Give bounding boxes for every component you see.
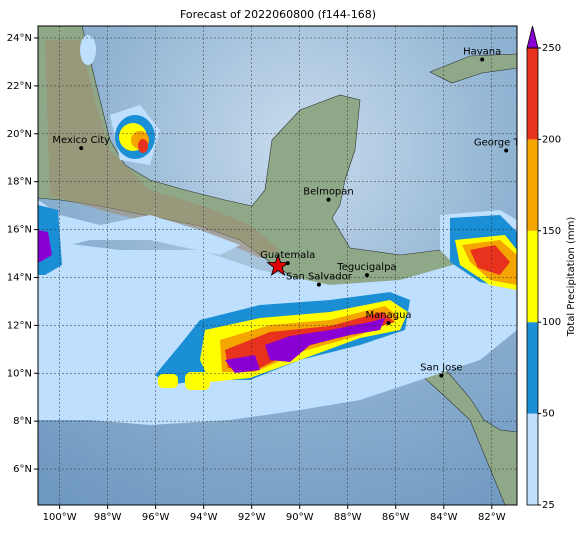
- y-tick-label: 14°N: [7, 272, 32, 283]
- y-tick-label: 10°N: [7, 368, 32, 379]
- city-label: Managua: [366, 310, 412, 321]
- map-frame: [37, 25, 518, 506]
- y-tick-label: 20°N: [7, 129, 32, 140]
- colorbar-segment: [527, 413, 538, 505]
- map-title: Forecast of 2022060800 (f144-168): [180, 8, 376, 21]
- colorbar-tick-label: 150: [542, 226, 561, 237]
- x-tick-label: 94°W: [190, 512, 218, 523]
- colorbar-segment: [527, 322, 538, 414]
- city-marker: [316, 282, 321, 287]
- x-tick-label: 92°W: [238, 512, 266, 523]
- city-marker: [439, 373, 444, 378]
- city-label: San Salvador: [286, 272, 353, 283]
- y-tick-label: 18°N: [7, 177, 32, 188]
- colorbar-tick-label: 250: [542, 43, 561, 54]
- y-tick-label: 12°N: [7, 320, 32, 331]
- map-area: Mexico City Havana George Town Belmopan Guat…: [38, 26, 539, 505]
- x-tick-label: 90°W: [286, 512, 314, 523]
- x-tick-label: 86°W: [382, 512, 410, 523]
- city-label: Belmopan: [303, 187, 353, 198]
- land: [429, 53, 517, 84]
- city-marker: [285, 261, 290, 266]
- city-label: San Jose: [420, 363, 462, 374]
- colorbar: 25 50 100 150 200 250 Total Precipitation (mm): [526, 25, 577, 511]
- colorbar-tick-label: 50: [542, 409, 555, 420]
- x-tick-label: 100°W: [43, 512, 77, 523]
- city-label: Guatemala: [260, 250, 315, 261]
- city-label: George Town: [474, 138, 539, 149]
- x-tick-label: 82°W: [478, 512, 506, 523]
- y-tick-label: 22°N: [7, 81, 32, 92]
- colorbar-label: Total Precipitation (mm): [566, 217, 577, 338]
- city-marker: [364, 273, 369, 278]
- colorbar-tick-label: 25: [542, 500, 555, 511]
- city-marker: [504, 148, 509, 153]
- axes: 100°W 98°W 96°W 94°W 92°W 90°W 88°W 86°W 84°W 82°…: [7, 33, 506, 523]
- city-label: Havana: [463, 47, 501, 58]
- y-tick-label: 16°N: [7, 225, 32, 236]
- city-marker: [79, 146, 84, 151]
- cities: Mexico City Havana George Town Belmopan Guat…: [52, 47, 539, 378]
- y-tick-label: 24°N: [7, 33, 32, 44]
- y-tick-label: 6°N: [13, 464, 32, 475]
- city-marker: [386, 320, 391, 325]
- colorbar-segment: [527, 139, 538, 231]
- colorbar-segment: [527, 48, 538, 140]
- colorbar-extend: [526, 25, 539, 49]
- x-tick-label: 98°W: [94, 512, 122, 523]
- precipitation: [38, 35, 517, 425]
- city-marker: [480, 57, 485, 62]
- colorbar-frame: [526, 47, 539, 506]
- colorbar-segment: [527, 230, 538, 323]
- colorbar-tick-label: 100: [542, 317, 561, 328]
- city-label: Mexico City: [52, 135, 110, 146]
- x-tick-label: 96°W: [142, 512, 170, 523]
- colorbar-tick-label: 200: [542, 134, 561, 145]
- y-tick-label: 8°N: [13, 416, 32, 427]
- city-label: Tegucigalpa: [336, 262, 396, 273]
- x-tick-label: 84°W: [430, 512, 458, 523]
- city-marker: [326, 197, 331, 202]
- land-relief: [45, 40, 280, 258]
- x-tick-label: 88°W: [334, 512, 362, 523]
